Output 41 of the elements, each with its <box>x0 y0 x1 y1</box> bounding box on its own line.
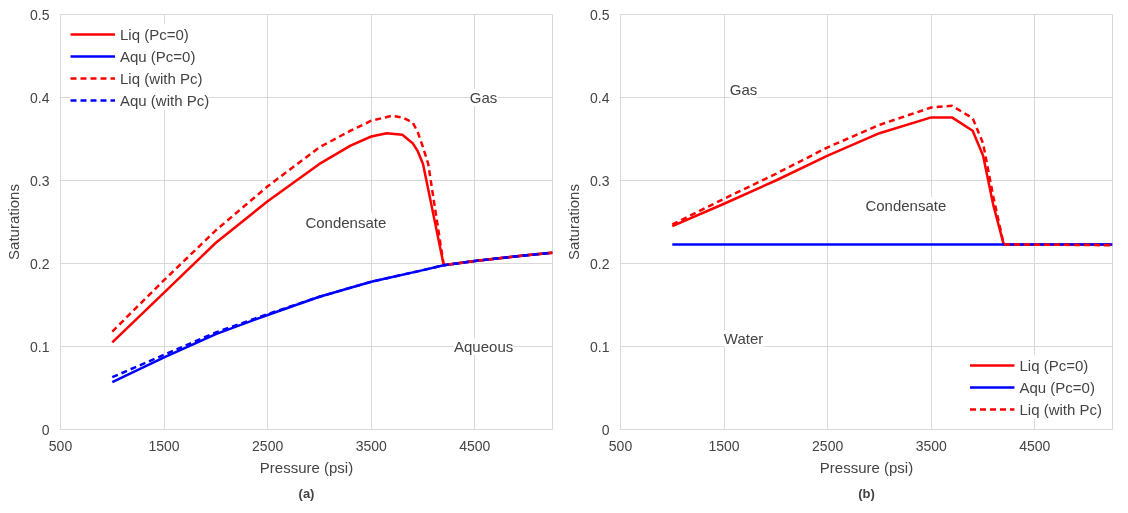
x-tick-label: 500 <box>48 437 73 454</box>
annotation: Aqueous <box>454 338 514 355</box>
y-axis-title: Saturations <box>5 184 23 260</box>
y-tick-label: 0.1 <box>590 338 610 355</box>
x-axis-title: Pressure (psi) <box>819 458 914 476</box>
text: (a) <box>298 485 315 501</box>
y-tick-label: 0.4 <box>30 89 50 106</box>
y-tick-label: 0.5 <box>590 6 610 23</box>
annotation: Water <box>723 329 764 347</box>
text: (b) <box>858 485 875 501</box>
x-tick-label: 4500 <box>459 437 491 454</box>
y-tick-label: 0 <box>601 421 610 438</box>
x-tick-label: 3500 <box>355 437 388 454</box>
x-tick-label: 2500 <box>812 437 844 454</box>
x-tick-label: 2500 <box>252 437 284 454</box>
x-tick-label: 1500 <box>708 437 740 454</box>
y-tick-label: 0.1 <box>30 338 50 355</box>
annotation: Gas <box>729 80 758 98</box>
legend-label: Aqu (Pc=0) <box>1019 378 1095 396</box>
x-tick-label: 4500 <box>1019 437 1051 454</box>
x-axis-title: Pressure (psi) <box>259 458 354 476</box>
y-tick-label: 0.4 <box>590 89 610 106</box>
y-axis-title: Saturations <box>565 184 583 260</box>
annotation: Condensate <box>865 196 947 214</box>
legend-label: Liq (with Pc) <box>120 69 203 87</box>
x-tick-label: 3500 <box>915 437 948 454</box>
legend-label: Liq (Pc=0) <box>120 25 189 43</box>
annotation: Gas <box>469 89 498 106</box>
legend-label: Aqu (Pc=0) <box>120 47 196 65</box>
y-tick-label: 0.2 <box>590 255 610 272</box>
y-tick-label: 0 <box>41 421 50 438</box>
y-tick-label: 0.2 <box>30 255 50 272</box>
legend-label: Aqu (with Pc) <box>120 91 210 109</box>
y-tick-label: 0.3 <box>30 172 50 189</box>
annotation: Condensate <box>305 213 387 231</box>
legend-label: Liq (Pc=0) <box>1019 356 1089 374</box>
y-tick-label: 0.3 <box>590 172 610 189</box>
x-tick-label: 500 <box>608 437 633 454</box>
x-tick-label: 1500 <box>148 437 180 454</box>
y-tick-label: 0.5 <box>30 6 50 23</box>
legend-label: Liq (with Pc) <box>1019 400 1102 418</box>
